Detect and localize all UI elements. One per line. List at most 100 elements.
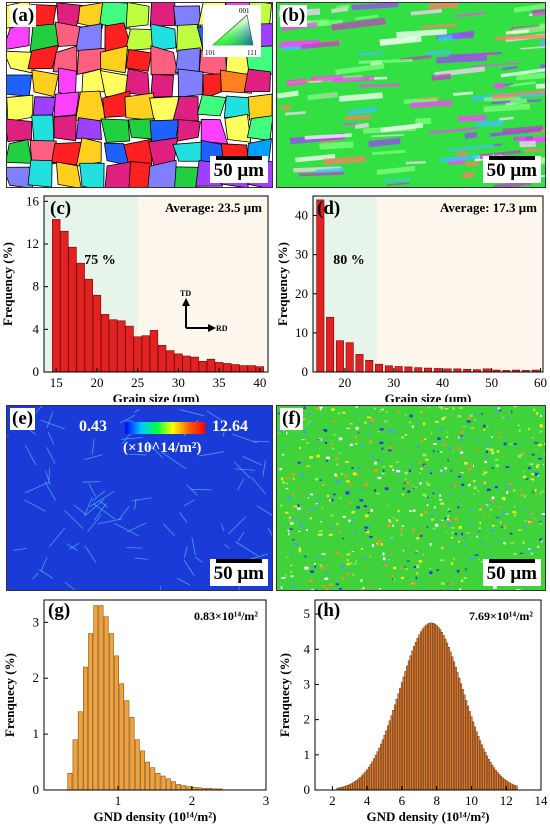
gnd-speckle xyxy=(446,436,448,438)
gnd-speckle xyxy=(374,408,375,410)
bar xyxy=(488,759,490,790)
gnd-speckle xyxy=(447,431,448,432)
gnd-speckle xyxy=(430,515,433,517)
gnd-speckle xyxy=(444,467,446,469)
gnd-speckle xyxy=(326,565,327,568)
gnd-speckle xyxy=(461,431,464,434)
gnd-speckle xyxy=(392,525,394,527)
gnd-speckle xyxy=(339,452,342,453)
bar xyxy=(85,279,93,372)
gnd-speckle xyxy=(535,549,537,551)
gnd-speckle xyxy=(373,469,377,472)
grain-boundary xyxy=(184,560,195,576)
texture-streak xyxy=(540,39,545,46)
gnd-speckle xyxy=(323,429,327,431)
x-tick-label: 30 xyxy=(172,375,185,390)
gnd-speckle xyxy=(339,588,342,590)
y-axis-label: Frequency (%) xyxy=(0,242,15,326)
gnd-speckle xyxy=(518,529,521,530)
gnd-speckle xyxy=(491,436,493,437)
bar xyxy=(366,360,373,372)
gnd-speckle xyxy=(335,551,339,553)
ipf-triangle-legend: 001 101 111 xyxy=(203,5,261,57)
grain xyxy=(54,92,79,117)
gnd-speckle xyxy=(419,560,422,563)
gnd-speckle xyxy=(515,512,518,513)
y-tick-label: 3 xyxy=(33,614,40,629)
gnd-speckle xyxy=(473,493,474,495)
scale-text-e: 50 μm xyxy=(214,563,264,584)
bar xyxy=(438,627,440,790)
gnd-speckle xyxy=(394,578,395,581)
gnd-speckle xyxy=(390,552,392,554)
gnd-speckle xyxy=(536,465,539,468)
bar xyxy=(99,606,103,790)
grain-boundary xyxy=(243,456,262,465)
gnd-speckle xyxy=(389,465,392,467)
grain xyxy=(125,93,155,121)
gnd-speckle xyxy=(537,464,541,465)
gnd-speckle xyxy=(370,423,372,425)
gnd-speckle xyxy=(518,429,521,431)
gnd-speckle xyxy=(316,455,319,458)
gnd-speckle xyxy=(417,424,419,426)
y-tick-label: 2 xyxy=(33,670,40,685)
gnd-speckle xyxy=(387,505,389,506)
grain xyxy=(101,119,130,143)
gnd-speckle xyxy=(447,515,449,517)
bar xyxy=(479,741,481,790)
gnd-speckle xyxy=(461,533,463,536)
bar xyxy=(356,780,358,790)
gnd-speckle xyxy=(468,588,469,589)
bar xyxy=(377,752,379,790)
gnd-speckle xyxy=(440,559,444,561)
gnd-speckle xyxy=(404,482,405,484)
gnd-speckle xyxy=(385,487,389,490)
gnd-speckle xyxy=(440,503,444,505)
gnd-speckle xyxy=(459,473,462,475)
gnd-speckle xyxy=(528,549,531,550)
gnd-speckle xyxy=(365,567,366,570)
bar xyxy=(472,722,474,790)
gnd-speckle xyxy=(310,494,313,496)
gnd-speckle xyxy=(318,534,321,536)
gnd-speckle xyxy=(368,512,369,513)
bar xyxy=(485,752,487,790)
bar xyxy=(352,783,354,790)
gnd-speckle xyxy=(389,447,393,449)
gnd-speckle xyxy=(452,484,454,486)
gnd-speckle xyxy=(523,526,526,528)
gnd-speckle xyxy=(320,564,323,566)
bar xyxy=(441,632,443,790)
gnd-speckle xyxy=(397,510,399,512)
grain-boundary xyxy=(268,528,272,538)
grain-boundary xyxy=(41,557,47,572)
gnd-speckle xyxy=(381,543,383,546)
gnd-speckle xyxy=(486,545,490,546)
bar xyxy=(405,671,407,790)
gnd-speckle xyxy=(532,454,535,456)
bar xyxy=(471,717,473,790)
gnd-speckle xyxy=(490,501,492,504)
gnd-speckle xyxy=(346,428,350,429)
bar xyxy=(69,247,77,372)
gnd-speckle xyxy=(478,527,481,529)
gnd-speckle xyxy=(429,571,432,574)
x-tick-label: 12 xyxy=(500,793,513,808)
gnd-speckle xyxy=(535,493,536,495)
gnd-speckle xyxy=(467,420,471,422)
gnd-speckle xyxy=(514,553,517,555)
gnd-speckle xyxy=(290,575,293,577)
gnd-speckle xyxy=(463,537,466,539)
bar xyxy=(151,768,155,790)
gnd-speckle xyxy=(409,422,411,423)
bar xyxy=(434,368,441,372)
gnd-speckle xyxy=(341,473,344,475)
gnd-speckle xyxy=(533,409,536,412)
gnd-speckle xyxy=(290,565,292,567)
y-tick-label: 0 xyxy=(33,782,40,797)
grain xyxy=(7,75,32,97)
gnd-speckle xyxy=(451,527,454,528)
legend-111: 111 xyxy=(247,49,257,57)
gnd-speckle xyxy=(541,540,543,543)
